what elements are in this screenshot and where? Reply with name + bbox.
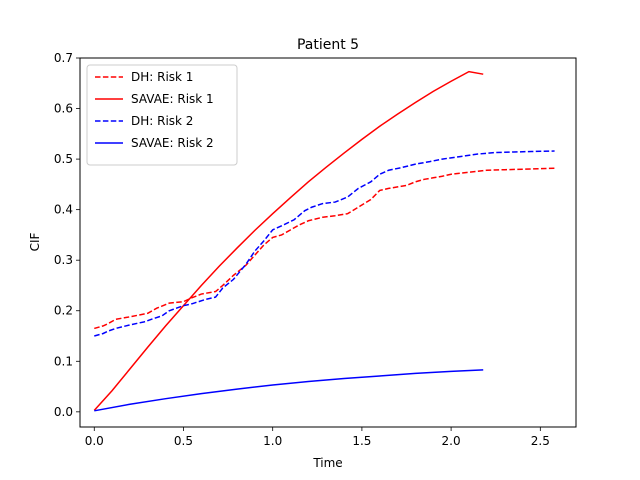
series-line-4 bbox=[94, 369, 484, 412]
plot-frame bbox=[79, 57, 577, 428]
x-tick-label: 0.0 bbox=[85, 434, 104, 448]
axis-ticks: 0.0 0.5 1.0 1.5 2.0 2.5 0.0 0.1 0.2 0.3 0.4 0.5 0.6 0… bbox=[54, 51, 550, 448]
legend-label-1: DH: Risk 1 bbox=[131, 70, 193, 84]
series-line-1 bbox=[94, 167, 555, 330]
y-tick-label: 0.3 bbox=[54, 253, 73, 267]
y-tick-label: 0.1 bbox=[54, 354, 73, 368]
x-tick-label: 0.5 bbox=[174, 434, 193, 448]
legend-label-4: SAVAE: Risk 2 bbox=[131, 136, 214, 150]
y-tick-label: 0.2 bbox=[54, 304, 73, 318]
x-tick-label: 2.5 bbox=[531, 434, 550, 448]
y-tick-label: 0.4 bbox=[54, 203, 73, 217]
legend: DH: Risk 1 SAVAE: Risk 1 DH: Risk 2 SAVAE: … bbox=[86, 64, 238, 166]
y-axis-label: CIF bbox=[28, 232, 42, 251]
series-line-2 bbox=[93, 70, 484, 411]
series-line-3 bbox=[94, 150, 555, 337]
chart-title: Patient 5 bbox=[297, 37, 359, 53]
x-tick-label: 2.0 bbox=[442, 434, 461, 448]
legend-label-2: SAVAE: Risk 1 bbox=[131, 92, 214, 106]
x-tick-label: 1.0 bbox=[263, 434, 282, 448]
x-axis-label: Time bbox=[312, 456, 342, 470]
legend-box bbox=[86, 64, 238, 166]
x-tick-label: 1.5 bbox=[352, 434, 371, 448]
y-tick-label: 0.0 bbox=[54, 405, 73, 419]
y-tick-label: 0.7 bbox=[54, 51, 73, 65]
plot-area bbox=[93, 70, 555, 412]
y-tick-label: 0.6 bbox=[54, 102, 73, 116]
y-tick-label: 0.5 bbox=[54, 152, 73, 166]
legend-label-3: DH: Risk 2 bbox=[131, 114, 193, 128]
